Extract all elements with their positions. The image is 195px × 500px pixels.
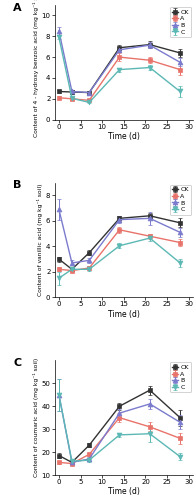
Y-axis label: Content of coumaric acid (mg kg⁻¹ soil): Content of coumaric acid (mg kg⁻¹ soil) <box>33 358 39 478</box>
X-axis label: Time (d): Time (d) <box>108 132 140 141</box>
X-axis label: Time (d): Time (d) <box>108 310 140 318</box>
Text: C: C <box>13 358 21 368</box>
Legend: CK, A, B, C: CK, A, B, C <box>169 362 191 392</box>
Y-axis label: Content of 4 - hydroxy benzoic acid (mg kg⁻¹ soil): Content of 4 - hydroxy benzoic acid (mg … <box>33 0 39 138</box>
Legend: CK, A, B, C: CK, A, B, C <box>169 184 191 215</box>
Legend: CK, A, B, C: CK, A, B, C <box>169 7 191 37</box>
Y-axis label: Content of vanillic acid (mg kg⁻¹ soil): Content of vanillic acid (mg kg⁻¹ soil) <box>37 184 43 296</box>
X-axis label: Time (d): Time (d) <box>108 487 140 496</box>
Text: B: B <box>13 180 21 190</box>
Text: A: A <box>13 2 22 12</box>
